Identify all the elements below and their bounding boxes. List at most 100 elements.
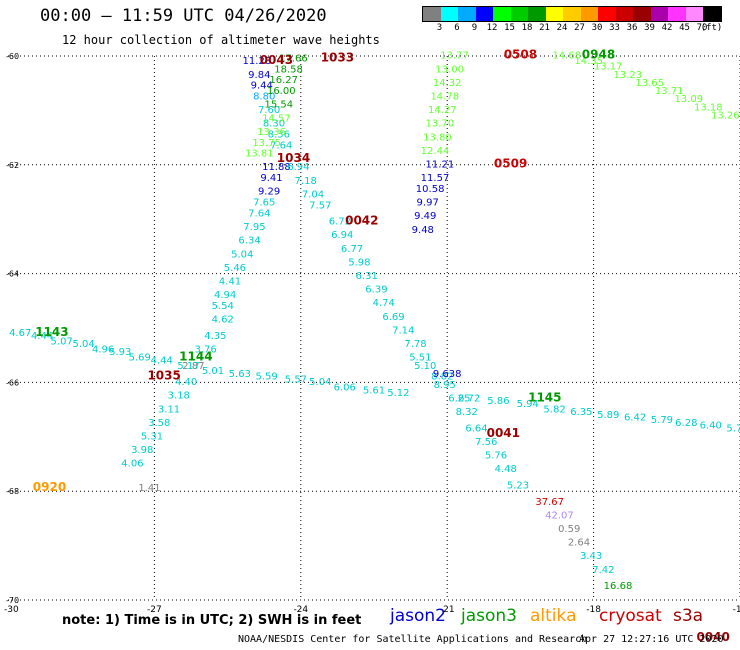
wave-height-value: 13.26 [711, 111, 740, 122]
wave-height-value: 18.58 [274, 64, 303, 75]
track-time-label: 0041 [487, 426, 520, 440]
y-tick-label: -66 [6, 378, 19, 387]
wave-height-value: 13.77 [440, 51, 469, 62]
page-title: 00:00 – 11:59 UTC 04/26/2020 [40, 6, 327, 26]
generated-timestamp: Apr 27 12:27:16 UTC 2020 [579, 634, 724, 645]
wave-height-value: 11.28 [243, 56, 272, 67]
wave-height-value: 5.57 [285, 374, 307, 385]
wave-height-value: 4.62 [212, 315, 234, 326]
wave-height-value: 11.88 [262, 162, 291, 173]
track-time-label: 1033 [321, 50, 354, 64]
legend-swatch [633, 7, 651, 21]
data-points: 11.289.849.448.807.608.308.367.6411.889.… [9, 51, 740, 592]
wave-height-value: 6.94 [287, 162, 309, 173]
track-time-label: 0508 [504, 48, 537, 62]
legend-label: 21 [539, 23, 550, 33]
x-tick-label: -27 [147, 605, 162, 615]
satellite-label-jason3: jason3 [461, 606, 517, 626]
track-time-label: 1144 [179, 350, 212, 364]
wave-height-value: 13.65 [635, 78, 664, 89]
legend-label: 36 [626, 23, 638, 33]
wave-height-value: 4.35 [204, 331, 226, 342]
wave-height-value: 7.14 [392, 325, 414, 336]
legend-label: 18 [521, 23, 533, 33]
track-time-label: 0043 [260, 53, 293, 67]
wave-height-value: 3.98 [131, 445, 153, 456]
legend-swatch [458, 7, 476, 21]
wave-height-value: 4.94 [214, 290, 236, 301]
wave-height-value: 7.56 [475, 437, 497, 448]
wave-height-value: 7.60 [258, 105, 280, 116]
wave-height-value: 14.35 [574, 56, 603, 67]
legend-swatch [615, 7, 633, 21]
legend-swatch [528, 7, 546, 21]
wave-height-value: 3.43 [580, 551, 602, 562]
wave-height-value: 13.36 [257, 127, 286, 138]
wave-height-value: 4.74 [373, 298, 395, 309]
wave-height-value: 5.01 [202, 366, 224, 377]
wave-height-value: 4.44 [151, 355, 173, 366]
color-legend [422, 6, 722, 22]
wave-height-value: 5.69 [129, 353, 151, 364]
x-tick-label: -24 [293, 605, 308, 615]
wave-height-value: 16.00 [267, 86, 296, 97]
wave-height-value: 9.638 [433, 369, 462, 380]
wave-height-value: 6.77 [341, 244, 363, 255]
wave-height-value: 8.36 [268, 130, 290, 141]
wave-height-value: 5.17 [177, 361, 199, 372]
wave-height-value: 8.80 [253, 92, 275, 103]
wave-height-value: 42.07 [545, 510, 574, 521]
legend-swatch [510, 7, 528, 21]
legend-label: 39 [644, 23, 655, 33]
wave-height-value: 3.76 [195, 344, 217, 355]
wave-height-value: 5.04 [309, 377, 331, 388]
wave-height-value: 5.59 [256, 372, 278, 383]
wave-height-value: 13.23 [613, 70, 642, 81]
track-time-label: 0948 [582, 48, 615, 62]
wave-height-value: 5.10 [414, 361, 436, 372]
legend-label: 9 [471, 23, 478, 33]
legend-swatch [685, 7, 703, 21]
wave-height-value: 6.94 [331, 230, 353, 241]
wave-height-value: 14.68 [552, 51, 581, 62]
wave-height-value: 8.95 [434, 380, 456, 391]
wave-height-value: 14.78 [430, 92, 459, 103]
wave-height-value: 4.06 [121, 459, 143, 470]
credit-text: NOAA/NESDIS Center for Satellite Applica… [238, 634, 588, 645]
x-tick-label: -15 [733, 605, 740, 615]
wave-height-value: 5.61 [363, 385, 385, 396]
wave-height-value: 5.63 [229, 369, 251, 380]
page-subtitle: 12 hour collection of altimeter wave hei… [62, 33, 380, 47]
wave-height-value: 7.64 [248, 208, 270, 219]
wave-height-value: 6.25 [448, 393, 470, 404]
wave-height-value: 5.79 [651, 415, 673, 426]
wave-height-value: 7.64 [270, 140, 292, 151]
wave-height-value: 5.51 [409, 353, 431, 364]
legend-swatch [493, 7, 511, 21]
wave-height-value: 13.00 [435, 64, 464, 75]
satellite-label-jason2: jason2 [390, 606, 446, 626]
wave-height-value: 6.34 [238, 236, 260, 247]
footer-note: note: 1) Time is in UTC; 2) SWH is in fe… [62, 613, 362, 628]
track-time-label: 0920 [33, 480, 66, 494]
legend-swatch [440, 7, 458, 21]
wave-height-value: 13.81 [245, 149, 274, 160]
track-time-label: 1143 [35, 325, 68, 339]
wave-height-value: 13.71 [655, 86, 684, 97]
wave-height-value: 9.41 [260, 173, 282, 184]
wave-height-value: 7.18 [295, 176, 317, 187]
satellite-label-cryosat: cryosat [599, 606, 662, 626]
wave-height-value: 4.41 [219, 276, 241, 287]
wave-height-value: 6.69 [382, 312, 404, 323]
wave-height-value: 15.54 [265, 100, 294, 111]
wave-height-value: 2.87 [182, 361, 204, 372]
wave-height-value: 9.49 [414, 211, 436, 222]
wave-height-value: 7.04 [302, 189, 324, 200]
wave-height-value: 7.57 [309, 200, 331, 211]
x-tick-label: -30 [4, 605, 19, 615]
y-tick-label: -62 [6, 161, 19, 170]
wave-height-value: 6.42 [624, 412, 646, 423]
wave-height-value: 5.07 [51, 336, 73, 347]
y-tick-label: -64 [6, 270, 19, 279]
wave-height-value: 7.65 [253, 198, 275, 209]
